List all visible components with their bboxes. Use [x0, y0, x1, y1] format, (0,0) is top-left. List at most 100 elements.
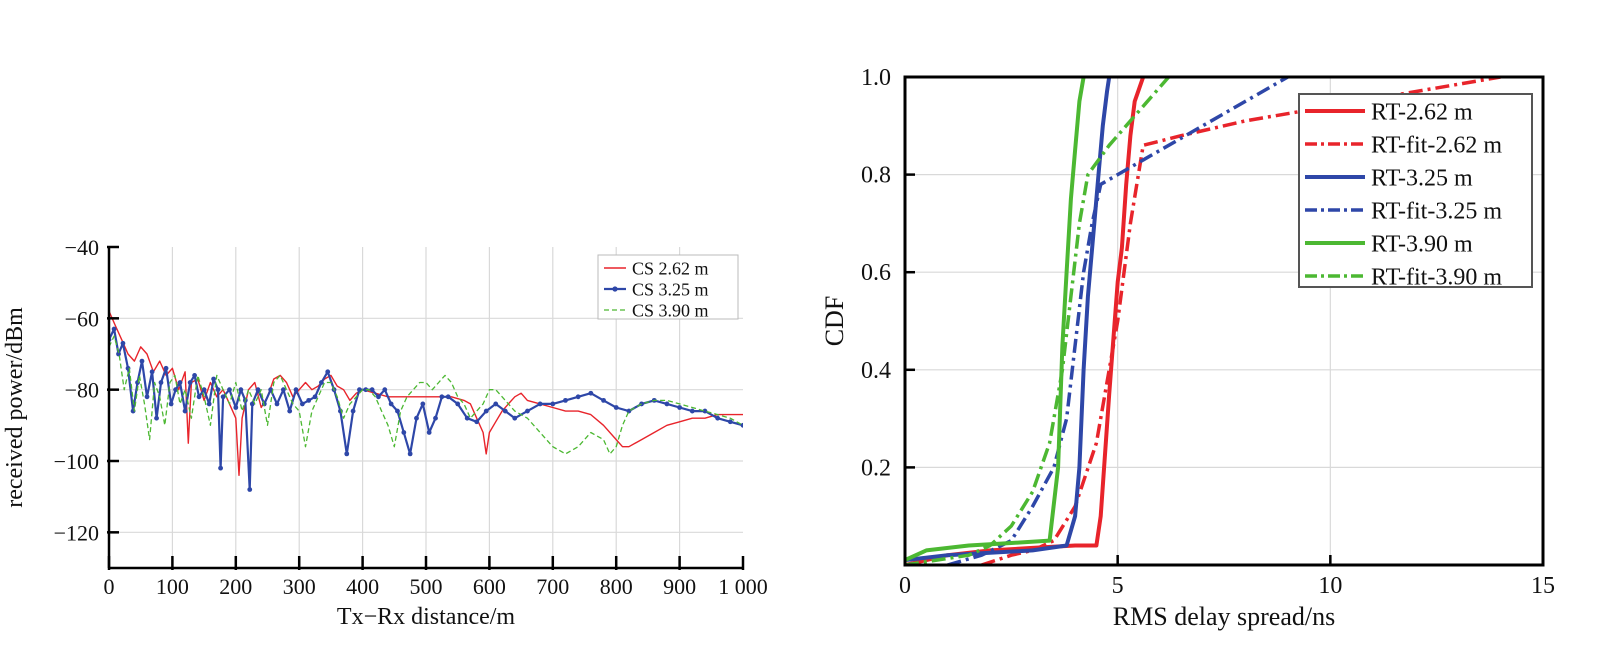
series-marker: [168, 401, 174, 407]
x-tick-label: 5: [1112, 573, 1124, 599]
series-marker: [493, 401, 499, 407]
series-marker: [201, 387, 207, 393]
series-line-1: [905, 77, 1146, 565]
series-marker: [173, 387, 178, 393]
series-marker: [215, 387, 221, 393]
series-marker: [689, 408, 695, 414]
series-marker: [287, 408, 293, 414]
series-marker: [426, 430, 432, 435]
series-marker: [512, 415, 518, 421]
x-tick-label: 300: [283, 574, 316, 599]
series-marker: [740, 422, 743, 428]
legend-label: RT-2.62 m: [1371, 100, 1473, 126]
series-marker: [139, 358, 145, 364]
series-marker: [525, 408, 530, 414]
legend-label: CS 3.90 m: [632, 300, 709, 320]
x-tick-label: 600: [473, 574, 506, 599]
series-marker: [312, 394, 318, 400]
series-marker: [407, 451, 413, 457]
series-line-4: [947, 77, 1289, 565]
series-marker: [218, 465, 223, 471]
x-tick-label: 15: [1531, 573, 1555, 599]
legend-label: RT-fit-3.25 m: [1371, 199, 1502, 225]
y-tick-label: 0.6: [861, 260, 891, 286]
series-marker: [420, 401, 426, 407]
series-marker: [664, 401, 670, 407]
series-marker: [395, 408, 400, 414]
series-marker: [255, 387, 261, 393]
series-marker: [177, 380, 183, 385]
y-axis-label: CDF: [820, 296, 849, 347]
y-tick-label: 0.8: [861, 163, 891, 189]
legend-box: [1298, 93, 1533, 288]
series-marker: [318, 380, 324, 385]
y-tick-label: −60: [65, 306, 99, 331]
series-marker: [268, 387, 274, 393]
legend: CS 2.62 mCS 3.25 mCS 3.90 m: [597, 254, 739, 320]
legend-label: CS 3.25 m: [632, 279, 709, 299]
plot-frame: [903, 75, 1545, 567]
series-marker: [588, 390, 594, 396]
x-tick-label: 500: [410, 574, 443, 599]
series-marker: [249, 401, 255, 407]
x-tick-label: 1 000: [718, 574, 768, 599]
chart-2: 0 5 10 15 0.2 0.4 0.6 0.8 1.0 RMS delay spread/ns…: [820, 65, 1555, 631]
series-marker: [464, 415, 470, 421]
x-tick-label: 900: [663, 574, 696, 599]
series-marker: [233, 405, 239, 410]
series-marker: [715, 415, 721, 421]
x-tick-label: 0: [104, 574, 115, 599]
legend-label: CS 2.62 m: [632, 258, 709, 278]
series-marker: [474, 419, 480, 425]
series-marker: [247, 487, 253, 492]
y-tick-label: 0.2: [861, 455, 891, 481]
series-marker: [626, 408, 632, 414]
series-marker: [727, 419, 733, 425]
legend-label: RT-3.25 m: [1371, 166, 1473, 192]
y-tick-label: −100: [54, 449, 99, 474]
series-marker: [613, 405, 619, 410]
series-marker: [280, 387, 286, 393]
legend-label: RT-3.90 m: [1371, 232, 1473, 258]
series-marker: [158, 380, 164, 385]
series-marker: [120, 340, 126, 346]
x-tick-label: 800: [600, 574, 633, 599]
series-marker: [376, 394, 381, 400]
x-tick-label: 400: [346, 574, 379, 599]
x-tick-label: 700: [536, 574, 569, 599]
series-marker: [227, 387, 232, 393]
series-marker: [388, 401, 394, 407]
series-marker: [192, 373, 197, 378]
legend: RT-2.62 m RT-fit-2.62 m RT-3.25 m RT-fit-3.…: [1298, 93, 1533, 291]
series-marker: [206, 401, 212, 407]
y-tick-label: 1.0: [861, 65, 891, 91]
legend-box: [597, 254, 739, 320]
series-marker: [357, 387, 362, 393]
series-marker: [111, 326, 117, 332]
series-marker: [350, 408, 356, 414]
series-marker: [363, 387, 369, 393]
series-marker: [433, 415, 438, 421]
series-marker: [502, 408, 508, 414]
series-marker: [677, 405, 682, 410]
series-marker: [601, 397, 606, 403]
series-marker: [306, 397, 312, 403]
series-marker: [220, 394, 226, 400]
series-marker: [163, 365, 169, 371]
series-marker: [382, 387, 388, 393]
x-tick-label: 10: [1318, 573, 1342, 599]
series-marker: [702, 408, 708, 414]
series-marker: [439, 394, 445, 400]
x-axis-label: Tx−Rx distance/m: [337, 604, 516, 630]
legend-label: RT-fit-2.62 m: [1371, 133, 1502, 159]
series-marker: [238, 387, 244, 393]
legend-marker: [612, 286, 618, 292]
y-axis-label: received power/dBm: [2, 307, 28, 508]
series-marker: [455, 401, 461, 407]
series-marker: [274, 401, 280, 407]
series-marker: [550, 401, 556, 407]
series-marker: [563, 397, 568, 403]
series-marker: [401, 430, 407, 435]
series-marker: [575, 394, 581, 400]
